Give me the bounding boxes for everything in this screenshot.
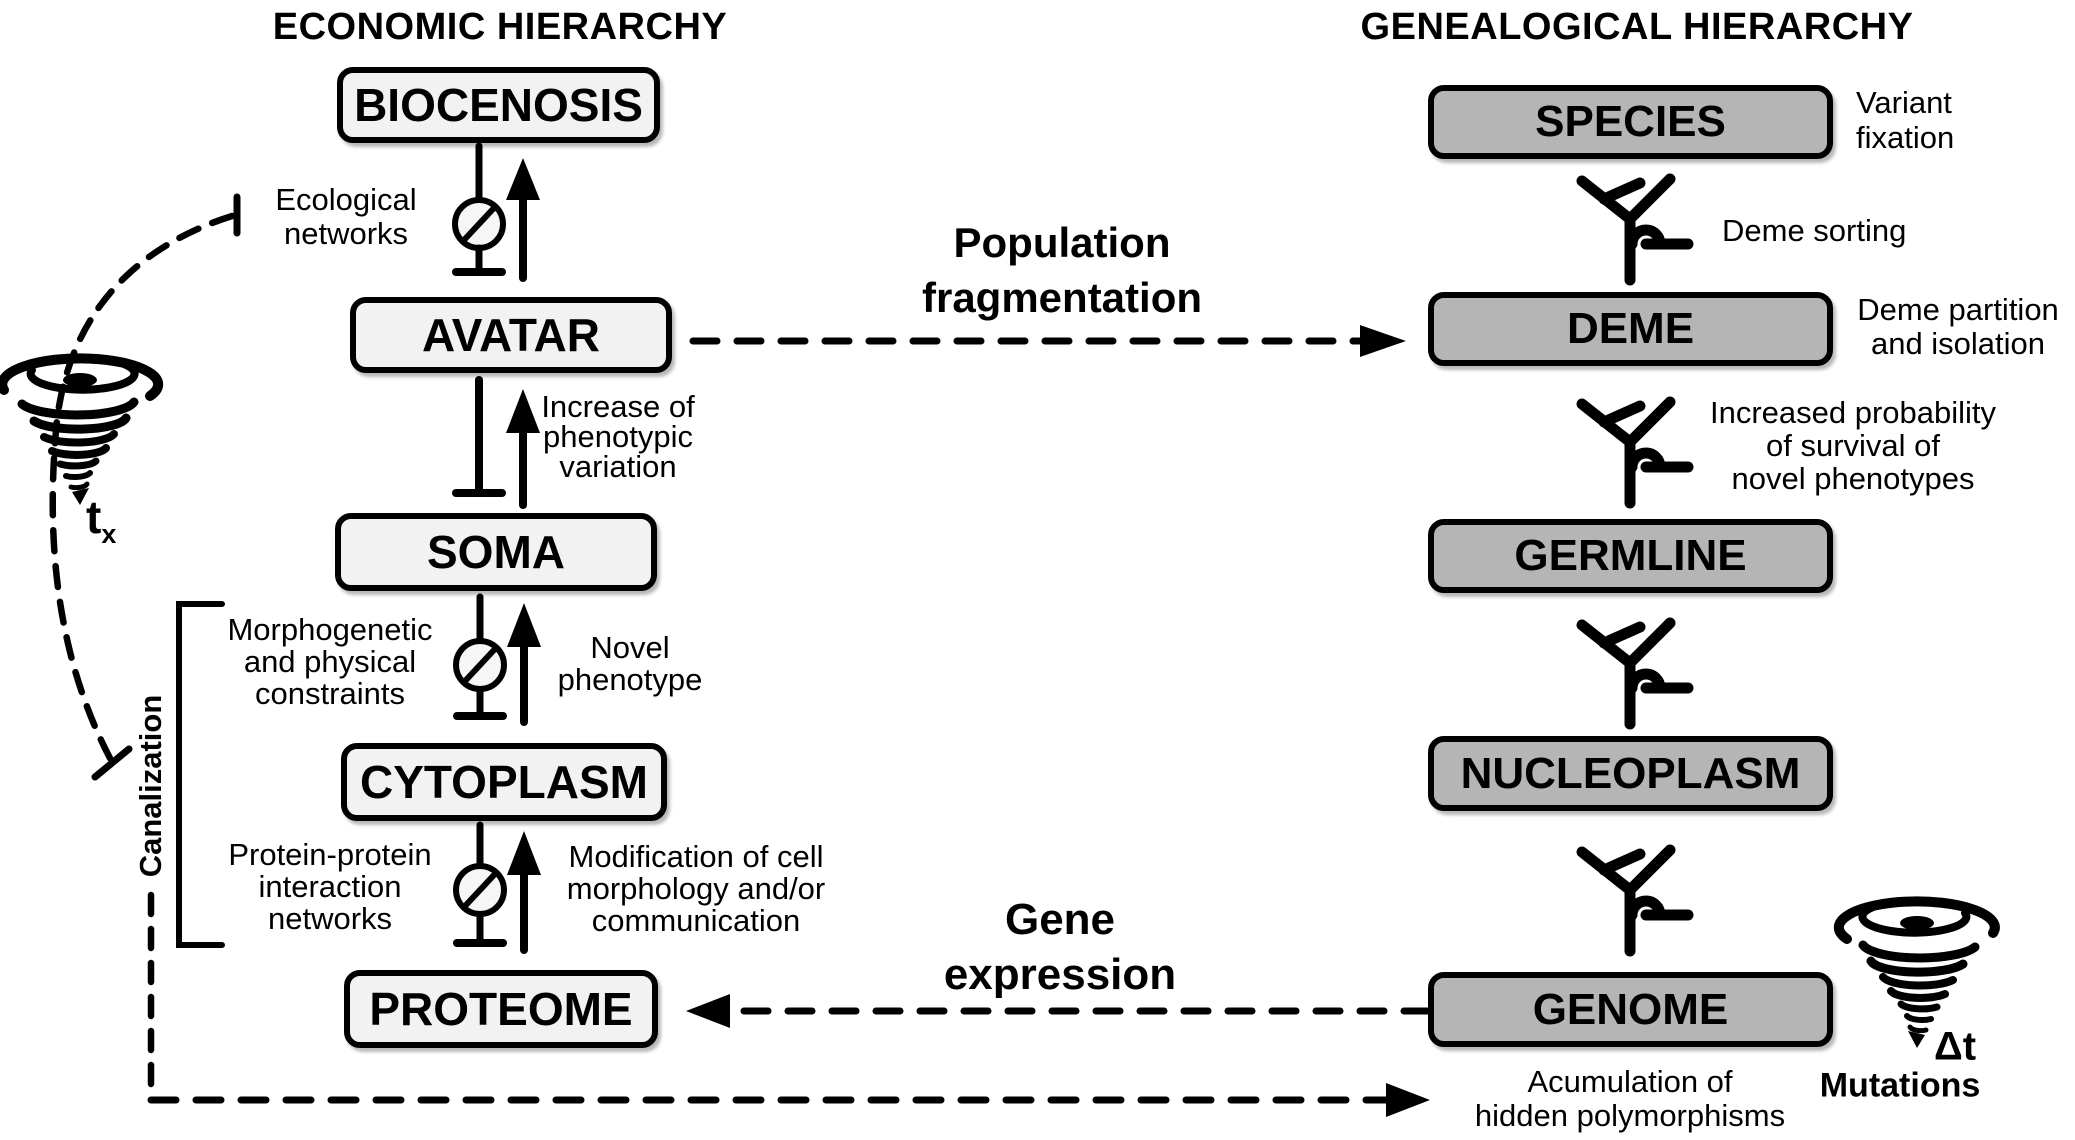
accumulation-polymorphisms-label: Acumulation of <box>1527 1064 1733 1099</box>
node-biocenosis: BIOCENOSIS <box>337 67 660 143</box>
population-fragmentation-label: fragmentation <box>921 274 1203 321</box>
deme-sorting-label: Deme sorting <box>1722 213 1907 248</box>
gene-expression-dashed-arrow <box>686 994 1432 1028</box>
arrowhead-up-icon <box>507 831 541 875</box>
modification-cell-morphology-label: communication <box>591 903 801 938</box>
mutations-label: Mutations <box>1819 1066 1981 1105</box>
genealogy-branch-icon <box>1582 402 1688 503</box>
increased-probability-label: Increased probability <box>1709 395 1997 430</box>
extinction-dashed-curve <box>49 193 241 781</box>
ecological-networks-label: Ecological <box>275 182 417 217</box>
deme-partition-label: and isolation <box>1870 326 2046 361</box>
time-symbol: t <box>86 491 102 543</box>
arrowhead-up-icon <box>507 603 541 647</box>
gene-expression-label: Gene <box>1004 895 1116 944</box>
ecological-networks-label: networks <box>283 216 409 251</box>
node-genome: GENOME <box>1428 972 1833 1047</box>
novel-phenotype-label: phenotype <box>557 662 703 697</box>
morphogenetic-constraints-label: and physical <box>243 644 417 679</box>
node-soma: SOMA <box>335 513 657 591</box>
node-nucleoplasm: NUCLEOPLASM <box>1428 736 1833 811</box>
canalization-bracket <box>176 601 225 948</box>
increase-phenotypic-variation-label: Increase of <box>541 389 695 424</box>
node-cytoplasm: CYTOPLASM <box>341 743 667 821</box>
delta-t-label: Δt <box>1933 1024 1977 1069</box>
protein-interaction-networks-label: networks <box>267 901 393 936</box>
up-arrow-avatar-biocenosis <box>506 158 540 282</box>
time-x-label: tx <box>86 490 116 550</box>
inhibition-avatar-soma <box>452 376 506 497</box>
node-species: SPECIES <box>1428 85 1833 159</box>
protein-interaction-networks-label: Protein-protein <box>228 837 432 872</box>
circle-slash-icon <box>455 200 503 248</box>
genealogy-branch-icon <box>1582 179 1688 280</box>
protein-interaction-networks-label: interaction <box>258 869 402 904</box>
arrowhead-left-icon <box>686 994 730 1028</box>
node-germline: GERMLINE <box>1428 519 1833 593</box>
circle-slash-icon <box>456 866 504 914</box>
population-fragmentation-label: Population <box>953 219 1171 266</box>
time-subscript: x <box>101 519 117 550</box>
circle-slash-icon <box>456 641 504 689</box>
t-bar-canalization <box>91 745 133 781</box>
canalization-label: Canalization <box>133 694 168 878</box>
up-arrow-soma-avatar <box>506 389 540 509</box>
genealogy-branch-icon <box>1582 623 1688 724</box>
arrowhead-up-icon <box>506 389 540 433</box>
inhibition-cytoplasm-proteome <box>456 821 504 947</box>
economic-hierarchy-title: ECONOMIC HIERARCHY <box>272 6 728 48</box>
node-proteome: PROTEOME <box>344 970 658 1048</box>
genealogical-hierarchy-title: GENEALOGICAL HIERARCHY <box>1360 6 1914 48</box>
tornado-icon <box>2 358 158 505</box>
arrowhead-right-icon <box>1360 325 1406 357</box>
morphogenetic-constraints-label: Morphogenetic <box>227 612 433 647</box>
up-arrow-proteome-cytoplasm <box>507 831 541 954</box>
increase-phenotypic-variation-label: variation <box>559 449 677 484</box>
up-arrow-cytoplasm-soma <box>507 603 541 726</box>
morphogenetic-constraints-label: constraints <box>255 676 405 711</box>
inhibition-soma-cytoplasm <box>456 593 504 720</box>
variant-fixation-label: Variant <box>1856 85 1952 120</box>
node-deme: DEME <box>1428 292 1833 366</box>
modification-cell-morphology-label: Modification of cell <box>568 839 824 874</box>
arrowhead-right-icon <box>1386 1083 1430 1117</box>
deme-partition-label: Deme partition <box>1857 292 2059 327</box>
genealogy-branch-icon <box>1582 850 1688 951</box>
increase-phenotypic-variation-label: phenotypic <box>543 419 693 454</box>
population-fragmentation-dashed-arrow <box>689 325 1406 357</box>
inhibition-biocenosis-avatar <box>455 142 503 276</box>
node-avatar: AVATAR <box>350 297 672 373</box>
modification-cell-morphology-label: morphology and/or <box>566 871 826 906</box>
accumulation-polymorphisms-label: hidden polymorphisms <box>1474 1098 1786 1133</box>
novel-phenotype-label: Novel <box>590 630 670 665</box>
increased-probability-label: of survival of <box>1765 428 1941 463</box>
variant-fixation-label: fixation <box>1856 120 1955 155</box>
arrowhead-up-icon <box>506 158 540 200</box>
hidden-polymorphism-dashed-arrow <box>147 891 1430 1117</box>
gene-expression-label: expression <box>943 950 1177 999</box>
increased-probability-label: novel phenotypes <box>1731 461 1975 496</box>
